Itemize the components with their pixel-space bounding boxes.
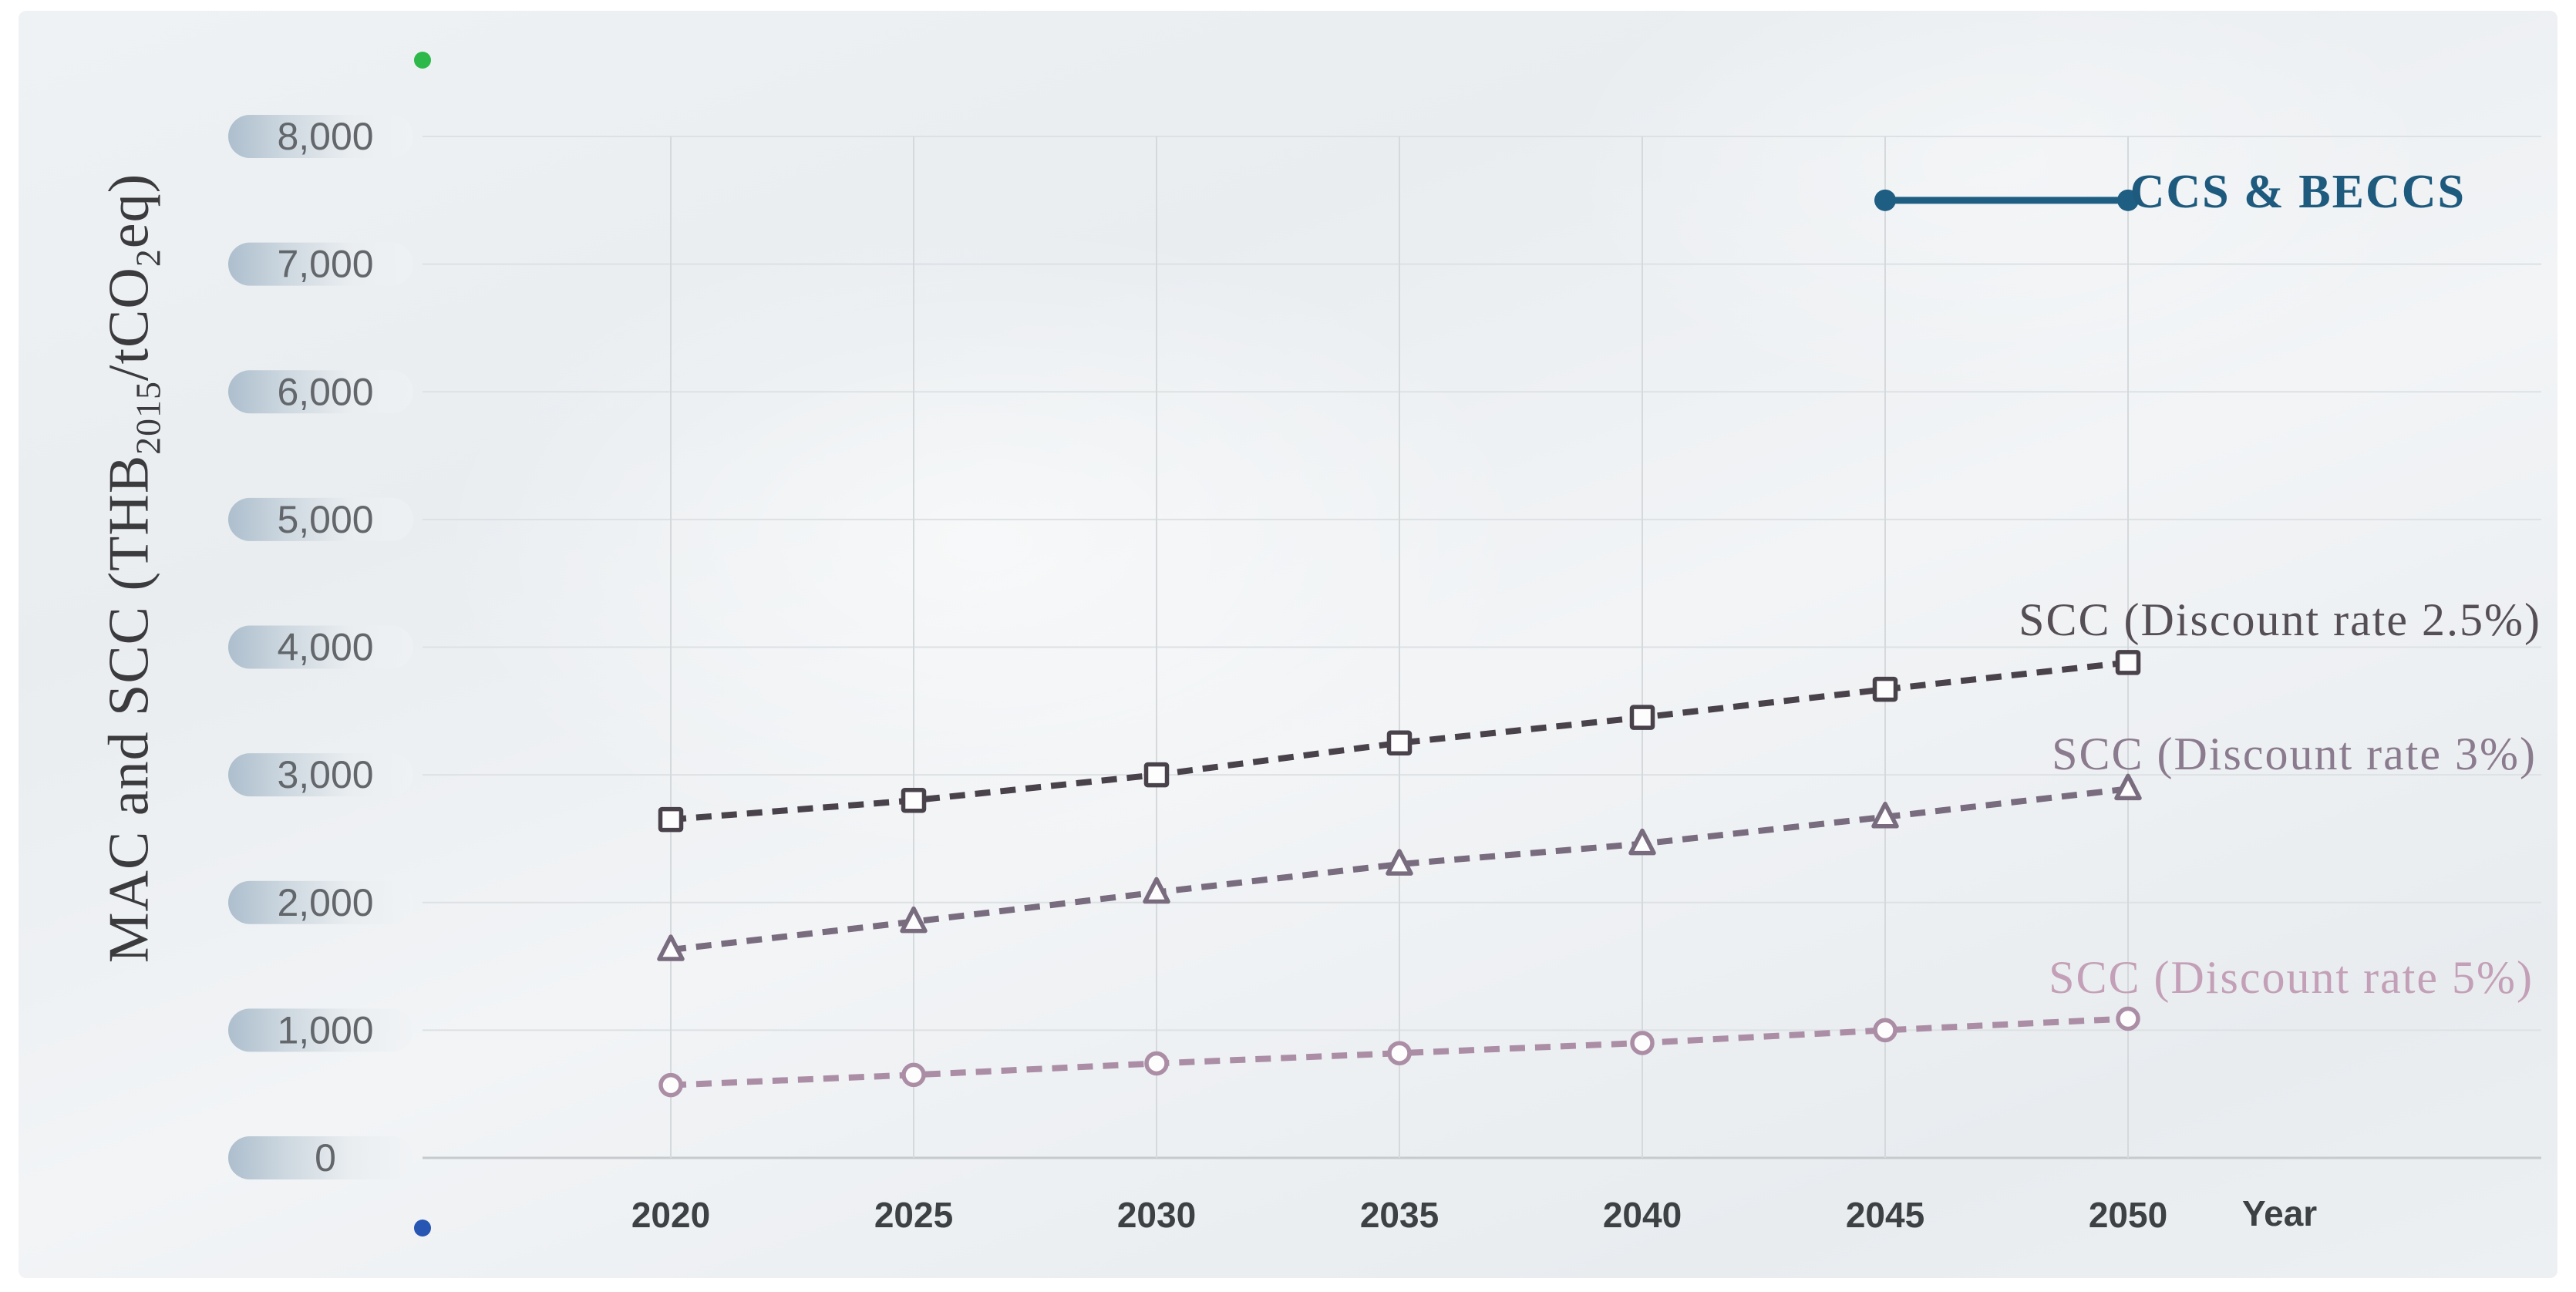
- x-axis-unit-label: Year: [2242, 1193, 2318, 1233]
- y-tick-pill: [228, 497, 413, 541]
- x-tick-label: 2040: [1603, 1195, 1682, 1235]
- marker-triangle: [2114, 773, 2142, 801]
- y-axis-title-pre: MAC and SCC (THB: [97, 454, 161, 964]
- y-tick-label: 3,000: [277, 753, 373, 796]
- x-axis-ticks: 2020 2025 2030 2035 2040 2045 2050: [631, 1195, 2167, 1235]
- legend-scc-3: SCC (Discount rate 3%): [2052, 728, 2537, 779]
- marker-square: [901, 788, 927, 813]
- y-axis-title-sub2: 2: [128, 248, 168, 267]
- marker-triangle: [1386, 849, 1413, 876]
- x-tick-label: 2035: [1360, 1195, 1439, 1235]
- y-axis-title-sub2015: 2015: [128, 381, 168, 455]
- y-tick-pill: [228, 625, 413, 669]
- x-tick-label: 2025: [874, 1195, 953, 1235]
- axis-bottom-dot: [414, 1220, 431, 1236]
- x-tick-label: 2020: [631, 1195, 710, 1235]
- x-tick-label: 2050: [2089, 1195, 2167, 1235]
- legend-scc-5: SCC (Discount rate 5%): [2049, 952, 2534, 1003]
- marker-triangle: [657, 934, 685, 961]
- series-square: [658, 650, 2141, 833]
- y-tick-label: 8,000: [277, 115, 373, 158]
- y-tick-pill: [228, 1008, 413, 1052]
- y-axis-line: [414, 52, 431, 1236]
- axis-top-dot: [414, 52, 431, 69]
- ccs-end-dot: [1874, 189, 1896, 211]
- y-tick-pill: [228, 1136, 413, 1179]
- series-ccs-beccs: [1874, 189, 2139, 211]
- marker-circle: [658, 1072, 683, 1098]
- ccs-end-dot: [2117, 189, 2139, 211]
- gridlines: [423, 136, 2541, 1159]
- marker-square: [2115, 650, 2141, 675]
- marker-circle: [2116, 1006, 2140, 1031]
- y-tick-pill: [228, 242, 413, 286]
- marker-square: [1143, 762, 1170, 788]
- x-tick-label: 2030: [1117, 1195, 1196, 1235]
- series-triangle: [657, 773, 2142, 961]
- marker-square: [1386, 730, 1413, 755]
- marker-circle: [901, 1062, 926, 1088]
- y-tick-pill: [228, 880, 413, 924]
- legend-scc-2-5: SCC (Discount rate 2.5%): [2019, 594, 2541, 645]
- marker-square: [1872, 676, 1898, 702]
- marker-circle: [1144, 1051, 1169, 1076]
- marker-square: [658, 806, 684, 833]
- y-tick-pill: [228, 753, 413, 797]
- y-tick-pill: [228, 370, 413, 414]
- marker-square: [1629, 705, 1655, 730]
- series-circle: [658, 1006, 2140, 1098]
- y-axis-title-mid: /tCO: [97, 267, 161, 382]
- marker-circle: [1630, 1031, 1655, 1055]
- marker-triangle: [900, 906, 928, 934]
- y-tick-label: 7,000: [277, 243, 373, 286]
- legend-ccs-beccs: CCS & BECCS: [2130, 166, 2466, 218]
- x-tick-label: 2045: [1846, 1195, 1924, 1235]
- y-axis-ticks: 0 1,000 2,000 3,000 4,000 5,000 6,000 7,000 8,00…: [228, 115, 413, 1179]
- y-tick-label: 0: [315, 1136, 336, 1179]
- y-axis-title: MAC and SCC (THB2015/tCO2eq): [97, 173, 169, 964]
- marker-circle: [1873, 1018, 1897, 1043]
- chart-panel: [19, 11, 2557, 1278]
- y-tick-label: 4,000: [277, 626, 373, 669]
- y-axis-title-post: eq): [97, 173, 161, 249]
- y-tick-label: 6,000: [277, 370, 373, 413]
- y-tick-pill: [228, 115, 413, 158]
- y-tick-label: 2,000: [277, 881, 373, 924]
- marker-triangle: [1143, 876, 1170, 904]
- y-tick-label: 5,000: [277, 498, 373, 541]
- marker-triangle: [1871, 802, 1899, 829]
- marker-circle: [1387, 1041, 1412, 1065]
- marker-triangle: [1628, 828, 1656, 856]
- y-tick-label: 1,000: [277, 1008, 373, 1051]
